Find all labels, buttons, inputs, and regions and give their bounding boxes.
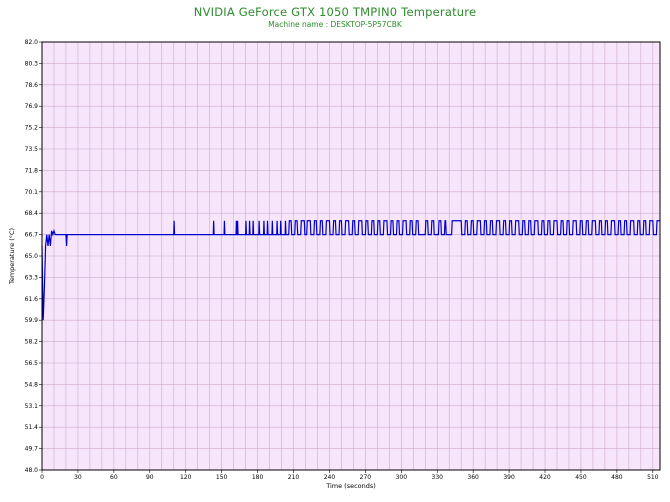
plot-border <box>41 41 661 471</box>
y-tick-label: 51.4 <box>25 424 39 431</box>
x-tick-label: 420 <box>539 474 551 481</box>
chart-subtitle: Machine name : DESKTOP-5P57CBK <box>268 20 402 29</box>
x-tick-label: 30 <box>74 474 82 481</box>
y-axis-label: Temperature (°C) <box>8 228 16 285</box>
y-tick-label: 49.7 <box>25 446 39 453</box>
x-tick-label: 300 <box>396 474 408 481</box>
y-tick-label: 73.5 <box>25 146 39 153</box>
y-tick-label: 76.9 <box>25 103 39 110</box>
x-tick-label: 240 <box>324 474 336 481</box>
chart-title: NVIDIA GeForce GTX 1050 TMPIN0 Temperatu… <box>193 5 477 19</box>
y-tick-label: 63.3 <box>25 274 39 281</box>
y-tick-label: 82.0 <box>25 39 39 46</box>
y-tick-label: 71.8 <box>25 167 39 174</box>
x-tick-label: 0 <box>40 474 44 481</box>
y-axis-ticks: 82.0 80.3 78.6 76.9 75.2 73.5 71.8 70.1 68.4 66.7… <box>25 39 42 474</box>
x-tick-label: 270 <box>360 474 372 481</box>
y-tick-label: 58.2 <box>25 339 39 346</box>
y-tick-label: 70.1 <box>25 189 39 196</box>
x-tick-label: 330 <box>432 474 444 481</box>
y-tick-label: 53.1 <box>25 403 39 410</box>
x-tick-label: 180 <box>252 474 264 481</box>
y-tick-label: 80.3 <box>25 60 39 67</box>
y-tick-label: 65.0 <box>25 253 39 260</box>
y-tick-label: 68.4 <box>25 210 39 217</box>
y-tick-label: 59.9 <box>25 317 39 324</box>
x-tick-label: 450 <box>575 474 587 481</box>
y-tick-label: 66.7 <box>25 232 39 239</box>
y-tick-label: 75.2 <box>25 125 39 132</box>
y-tick-label: 48.0 <box>25 467 39 474</box>
y-tick-label: 61.6 <box>25 296 39 303</box>
y-tick-label: 54.8 <box>25 381 39 388</box>
x-tick-label: 390 <box>503 474 515 481</box>
x-tick-label: 480 <box>611 474 623 481</box>
x-tick-label: 360 <box>467 474 479 481</box>
y-tick-label: 56.5 <box>25 360 39 367</box>
x-tick-label: 510 <box>647 474 659 481</box>
x-tick-label: 120 <box>180 474 192 481</box>
y-tick-label: 78.6 <box>25 82 39 89</box>
temperature-series-line <box>41 220 660 321</box>
x-tick-label: 90 <box>146 474 154 481</box>
x-tick-label: 150 <box>216 474 228 481</box>
x-axis-label: Time (seconds) <box>325 482 376 490</box>
x-tick-label: 60 <box>110 474 118 481</box>
x-tick-label: 210 <box>288 474 300 481</box>
x-axis-ticks: 0 30 60 90 120 150 180 210 240 270 300 330 360 390 420… <box>40 470 659 481</box>
